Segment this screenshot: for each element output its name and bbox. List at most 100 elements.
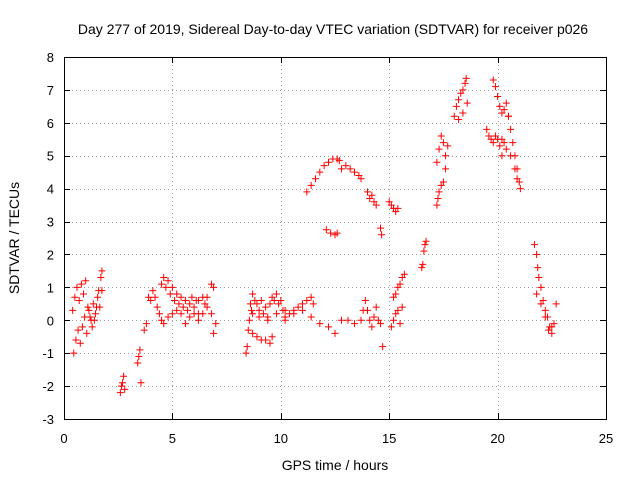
data-point [88, 323, 96, 331]
data-point [502, 145, 510, 153]
data-point [303, 188, 311, 196]
data-point [483, 125, 491, 133]
data-point [168, 310, 176, 318]
data-point [190, 310, 198, 318]
data-point [548, 329, 556, 337]
data-point [121, 385, 129, 393]
data-point [134, 359, 142, 367]
data-point [72, 336, 80, 344]
data-point [433, 158, 441, 166]
data-point [320, 162, 328, 170]
data-point [394, 204, 402, 212]
data-segment-s17 [338, 297, 385, 331]
data-point [372, 303, 380, 311]
data-point [450, 112, 458, 120]
data-point [396, 320, 404, 328]
data-point [194, 297, 202, 305]
data-segment-s32 [533, 290, 556, 334]
data-segment-s22 [390, 270, 408, 301]
data-segment-s15 [322, 226, 341, 239]
data-point [175, 300, 183, 308]
data-point [372, 201, 380, 209]
data-point [324, 158, 332, 166]
data-point [489, 76, 497, 84]
data-point [242, 349, 250, 357]
data-point [75, 297, 83, 305]
data-point [117, 382, 125, 390]
y-tick-label: 2 [47, 247, 54, 262]
data-point [459, 109, 467, 117]
data-point [331, 329, 339, 337]
data-point [168, 283, 176, 291]
data-point [160, 320, 168, 328]
data-point [281, 306, 289, 314]
data-point [158, 280, 166, 288]
data-point [361, 297, 369, 305]
data-point [82, 277, 90, 285]
data-segment-s04 [134, 346, 145, 387]
grid [64, 57, 606, 419]
data-segment-s30 [498, 145, 521, 183]
data-point [268, 333, 276, 341]
data-point [496, 102, 504, 110]
data-point [534, 264, 542, 272]
data-point [377, 320, 385, 328]
data-point [533, 290, 541, 298]
data-point [437, 132, 445, 140]
data-point [94, 293, 102, 301]
data-point [294, 303, 302, 311]
data-segment-s11 [249, 329, 276, 347]
data-point [439, 178, 447, 186]
data-point [80, 290, 88, 298]
data-point [249, 329, 257, 337]
data-point [489, 139, 497, 147]
data-point [177, 293, 185, 301]
data-segment-s08 [194, 280, 218, 308]
data-point [444, 142, 452, 150]
data-point [435, 188, 443, 196]
data-point [151, 293, 159, 301]
data-point [190, 303, 198, 311]
data-point [85, 306, 93, 314]
data-point [93, 303, 101, 311]
data-point [244, 326, 252, 334]
data-point [246, 300, 254, 308]
data-point [140, 326, 148, 334]
data-point [494, 92, 502, 100]
data-point [434, 195, 442, 203]
data-point [173, 290, 181, 298]
data-point [462, 74, 470, 82]
plot-frame [64, 57, 607, 420]
data-point [463, 99, 471, 107]
x-axis-label: GPS time / hours [282, 457, 389, 473]
y-tick-label: 1 [47, 280, 54, 295]
data-point [368, 323, 376, 331]
data-segment-s13 [281, 293, 317, 324]
data-point [303, 297, 311, 305]
data-point [97, 273, 105, 281]
data-point [533, 250, 541, 258]
data-point [357, 175, 365, 183]
data-segment-s24 [433, 178, 447, 209]
data-point [357, 316, 365, 324]
data-segment-s10 [249, 290, 289, 321]
data-point [70, 349, 78, 357]
data-point [541, 313, 549, 321]
data-point [351, 320, 359, 328]
data-point [535, 273, 543, 281]
data-point [290, 306, 298, 314]
data-point [502, 99, 510, 107]
data-point [95, 287, 103, 295]
data-point [537, 283, 545, 291]
data-point [420, 247, 428, 255]
data-point [396, 280, 404, 288]
data-segment-s21 [387, 303, 406, 331]
data-point [498, 152, 506, 160]
y-tick-label: -3 [42, 412, 54, 427]
data-point [327, 229, 335, 237]
data-point [281, 316, 289, 324]
axis-tick-labels: 0 5 10 15 20 25 -3 -2 -1 0 1 2 3 4 5 6 7 8 [42, 50, 613, 446]
x-tick-label: 5 [169, 431, 176, 446]
